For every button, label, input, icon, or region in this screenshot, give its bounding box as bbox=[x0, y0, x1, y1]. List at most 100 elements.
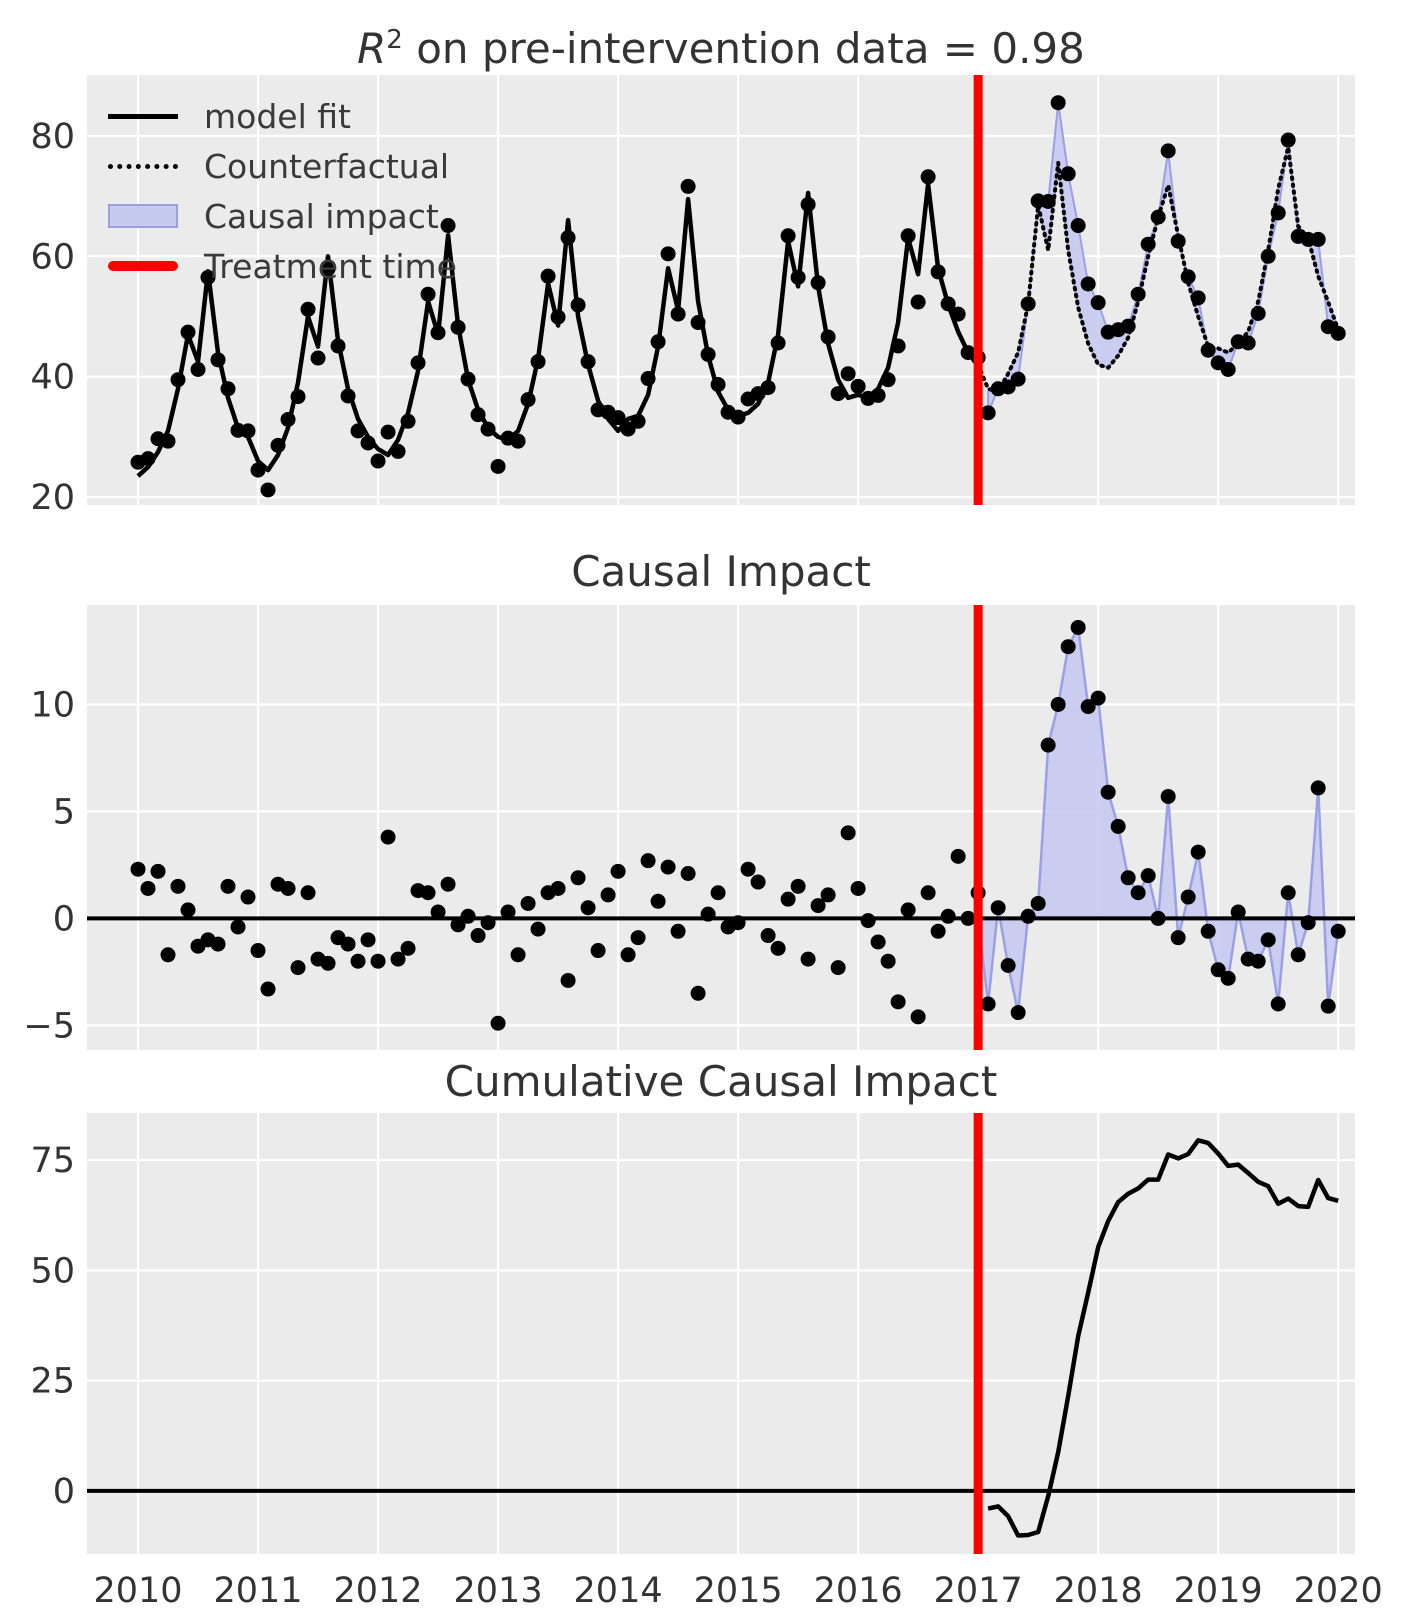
observed-point bbox=[1050, 95, 1066, 111]
impact-point bbox=[980, 996, 996, 1012]
observed-point bbox=[790, 269, 806, 285]
impact-point bbox=[380, 829, 396, 845]
impact-point bbox=[610, 863, 626, 879]
legend-item-causal-impact: Causal impact bbox=[108, 197, 457, 236]
model-fit-panel-axes: 20 40 60 80 bbox=[30, 75, 1355, 518]
observed-point bbox=[290, 389, 306, 405]
impact-point bbox=[1160, 788, 1176, 804]
observed-point bbox=[1260, 248, 1276, 264]
observed-point bbox=[850, 378, 866, 394]
observed-point bbox=[890, 338, 906, 354]
impact-point bbox=[490, 1015, 506, 1031]
impact-point bbox=[520, 895, 536, 911]
observed-point bbox=[540, 268, 556, 284]
impact-point bbox=[650, 893, 666, 909]
legend-item-model-fit: model fit bbox=[108, 96, 457, 136]
impact-point bbox=[320, 955, 336, 971]
impact-point bbox=[1100, 784, 1116, 800]
impact-point bbox=[910, 1009, 926, 1025]
observed-point bbox=[940, 296, 956, 312]
observed-point bbox=[180, 324, 196, 340]
observed-point bbox=[160, 433, 176, 449]
impact-point bbox=[210, 936, 226, 952]
observed-point bbox=[510, 433, 526, 449]
observed-point bbox=[950, 306, 966, 322]
impact-point bbox=[1310, 780, 1326, 796]
x-tick-label: 2014 bbox=[574, 1571, 663, 1611]
impact-point bbox=[1200, 923, 1216, 939]
observed-point bbox=[480, 421, 496, 437]
impact-point bbox=[1260, 932, 1276, 948]
r-squared-symbol: R bbox=[357, 24, 387, 73]
observed-point bbox=[240, 423, 256, 439]
impact-point bbox=[1030, 895, 1046, 911]
middle-panel-title: Causal Impact bbox=[571, 547, 871, 596]
observed-point bbox=[660, 246, 676, 262]
cumulative-impact-line bbox=[987, 1138, 1339, 1538]
observed-point bbox=[820, 329, 836, 345]
observed-point bbox=[1020, 296, 1036, 312]
y-tick-label: 60 bbox=[30, 237, 75, 277]
observed-point bbox=[320, 261, 336, 277]
x-tick-label: 2018 bbox=[1054, 1571, 1143, 1611]
impact-point bbox=[390, 951, 406, 967]
impact-point bbox=[580, 900, 596, 916]
impact-point bbox=[480, 915, 496, 931]
model-fit-line bbox=[136, 181, 980, 478]
causal-impact-patch-icon bbox=[108, 204, 178, 228]
impact-point bbox=[1050, 696, 1066, 712]
r-squared-exponent: 2 bbox=[386, 25, 403, 55]
impact-point bbox=[220, 878, 236, 894]
impact-point bbox=[890, 994, 906, 1010]
observed-point bbox=[440, 218, 456, 234]
impact-point bbox=[1330, 923, 1346, 939]
observed-point bbox=[420, 286, 436, 302]
observed-point bbox=[930, 264, 946, 280]
impact-point bbox=[740, 861, 756, 877]
impact-point bbox=[750, 874, 766, 890]
legend-label: model fit bbox=[204, 96, 351, 136]
impact-point bbox=[930, 923, 946, 939]
impact-point bbox=[160, 947, 176, 963]
observed-point bbox=[1120, 318, 1136, 334]
impact-point bbox=[960, 910, 976, 926]
impact-point bbox=[780, 891, 796, 907]
observed-point bbox=[670, 306, 686, 322]
impact-point bbox=[1020, 908, 1036, 924]
impact-point bbox=[500, 904, 516, 920]
observed-point bbox=[210, 352, 226, 368]
observed-point bbox=[910, 294, 926, 310]
bottom-panel-title: Cumulative Causal Impact bbox=[444, 1057, 998, 1106]
observed-point bbox=[1180, 269, 1196, 285]
observed-point bbox=[550, 309, 566, 325]
observed-point bbox=[1240, 335, 1256, 351]
impact-point bbox=[1210, 962, 1226, 978]
observed-point bbox=[800, 196, 816, 212]
impact-point bbox=[510, 947, 526, 963]
y-tick-label: 20 bbox=[30, 478, 75, 518]
y-tick-label: 40 bbox=[30, 358, 75, 398]
y-tick-label: 50 bbox=[30, 1251, 75, 1291]
observed-point bbox=[220, 381, 236, 397]
impact-point bbox=[630, 930, 646, 946]
impact-point bbox=[760, 928, 776, 944]
observed-point bbox=[640, 371, 656, 387]
observed-point bbox=[1170, 233, 1186, 249]
observed-point bbox=[310, 350, 326, 366]
observed-point bbox=[1220, 361, 1236, 377]
observed-point bbox=[980, 405, 996, 421]
causal-impact-panel-axes: −5 0 5 10 bbox=[23, 605, 1355, 1050]
observed-point bbox=[1140, 236, 1156, 252]
impact-point bbox=[830, 960, 846, 976]
impact-point bbox=[250, 943, 266, 959]
impact-point bbox=[1290, 947, 1306, 963]
observed-point bbox=[810, 275, 826, 291]
impact-point bbox=[880, 953, 896, 969]
impact-point bbox=[810, 898, 826, 914]
observed-point bbox=[680, 178, 696, 194]
impact-point bbox=[440, 876, 456, 892]
impact-point bbox=[430, 904, 446, 920]
impact-point bbox=[300, 885, 316, 901]
observed-point bbox=[330, 338, 346, 354]
